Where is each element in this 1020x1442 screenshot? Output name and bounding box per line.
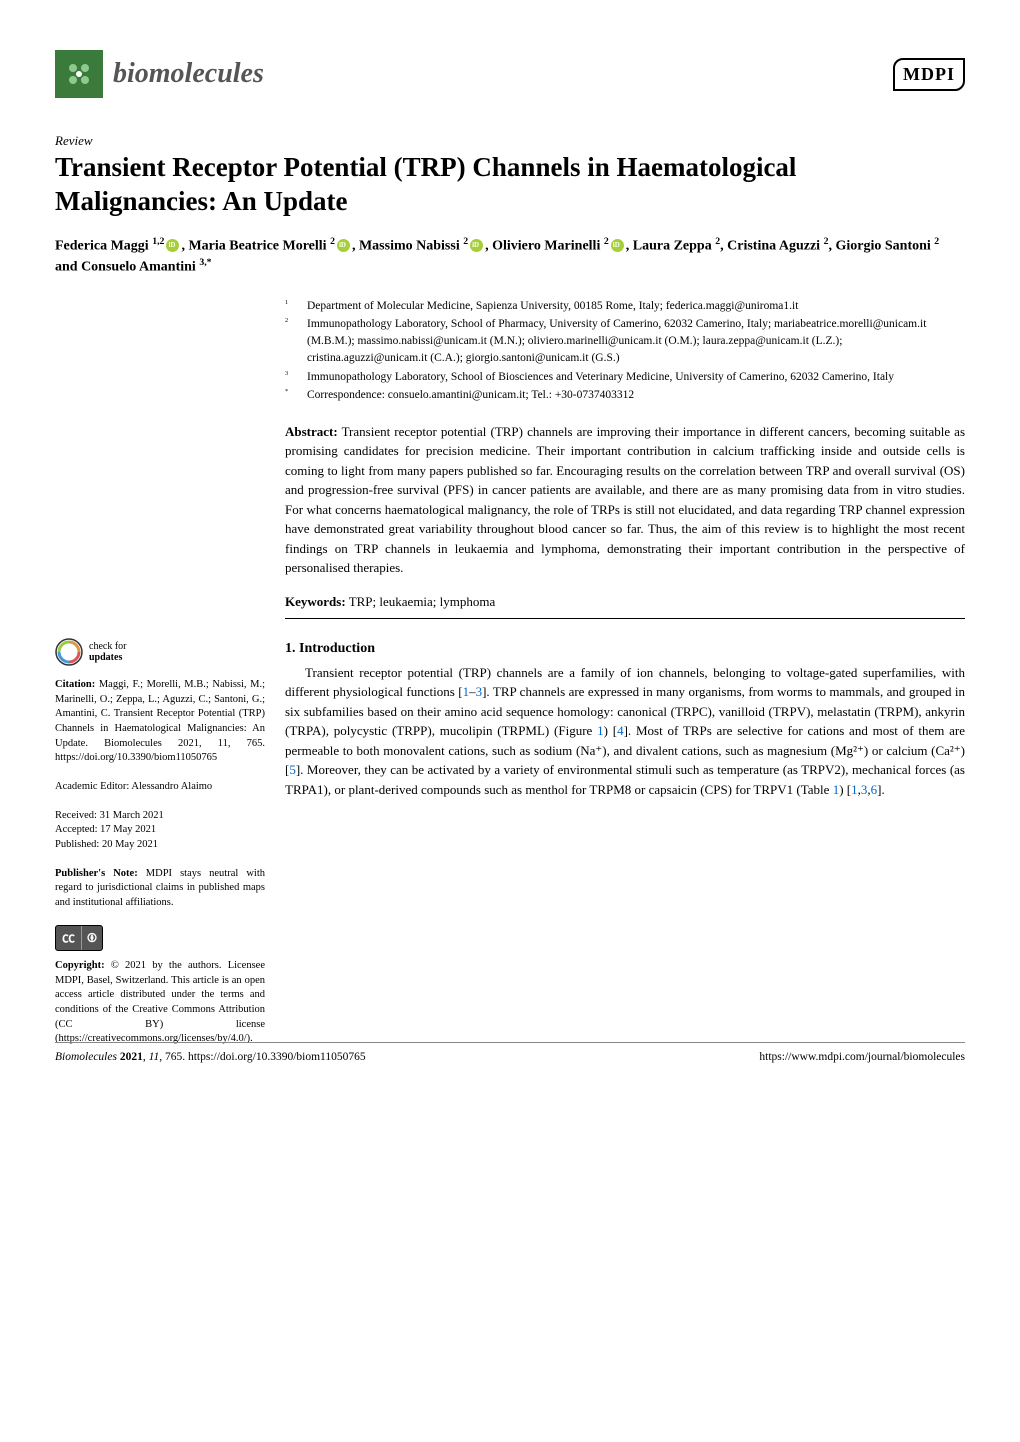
- affiliation-row: 2Immunopathology Laboratory, School of P…: [285, 316, 965, 366]
- publisher-note-block: Publisher's Note: MDPI stays neutral wit…: [55, 867, 265, 911]
- article-title: Transient Receptor Potential (TRP) Chann…: [55, 151, 965, 219]
- divider: [285, 618, 965, 619]
- authors-list: Federica Maggi 1,2, Maria Beatrice Morel…: [55, 235, 965, 278]
- orcid-icon[interactable]: [166, 239, 179, 252]
- check-updates-label: check for updates: [89, 641, 126, 663]
- affiliation-row: *Correspondence: consuelo.amantini@unica…: [285, 387, 965, 404]
- orcid-icon[interactable]: [337, 239, 350, 252]
- affiliations: 1Department of Molecular Medicine, Sapie…: [285, 298, 965, 404]
- publisher-logo: MDPI: [893, 58, 965, 91]
- article-type: Review: [55, 133, 965, 149]
- intro-paragraph: Transient receptor potential (TRP) chann…: [285, 663, 965, 800]
- affiliation-row: 1Department of Molecular Medicine, Sapie…: [285, 298, 965, 315]
- editor-block: Academic Editor: Alessandro Alaimo: [55, 780, 265, 795]
- check-updates-icon: [55, 638, 83, 666]
- by-icon: 🅯: [81, 926, 102, 950]
- section-heading-intro: 1. Introduction: [285, 641, 965, 657]
- main-content: 1Department of Molecular Medicine, Sapie…: [285, 298, 965, 1061]
- footer-url[interactable]: https://www.mdpi.com/journal/biomolecule…: [759, 1051, 965, 1063]
- cc-license-badge[interactable]: ㏄ 🅯: [55, 925, 265, 959]
- page-header: biomolecules MDPI: [55, 50, 965, 98]
- dates-block: Received: 31 March 2021 Accepted: 17 May…: [55, 809, 265, 853]
- footer-citation: Biomolecules 2021, 11, 765. https://doi.…: [55, 1051, 366, 1063]
- page-footer: Biomolecules 2021, 11, 765. https://doi.…: [55, 1042, 965, 1063]
- journal-icon: [55, 50, 103, 98]
- orcid-icon[interactable]: [611, 239, 624, 252]
- keywords: Keywords: TRP; leukaemia; lymphoma: [285, 594, 965, 610]
- copyright-block: Copyright: © 2021 by the authors. Licens…: [55, 959, 265, 1047]
- abstract: Abstract: Transient receptor potential (…: [285, 422, 965, 578]
- journal-logo-group: biomolecules: [55, 50, 264, 98]
- citation-block: Citation: Maggi, F.; Morelli, M.B.; Nabi…: [55, 678, 265, 766]
- affiliation-row: 3Immunopathology Laboratory, School of B…: [285, 369, 965, 386]
- journal-name: biomolecules: [113, 58, 264, 90]
- check-updates-badge[interactable]: check for updates: [55, 638, 265, 666]
- sidebar: check for updates Citation: Maggi, F.; M…: [55, 298, 265, 1061]
- orcid-icon[interactable]: [470, 239, 483, 252]
- cc-icon: ㏄: [56, 926, 81, 950]
